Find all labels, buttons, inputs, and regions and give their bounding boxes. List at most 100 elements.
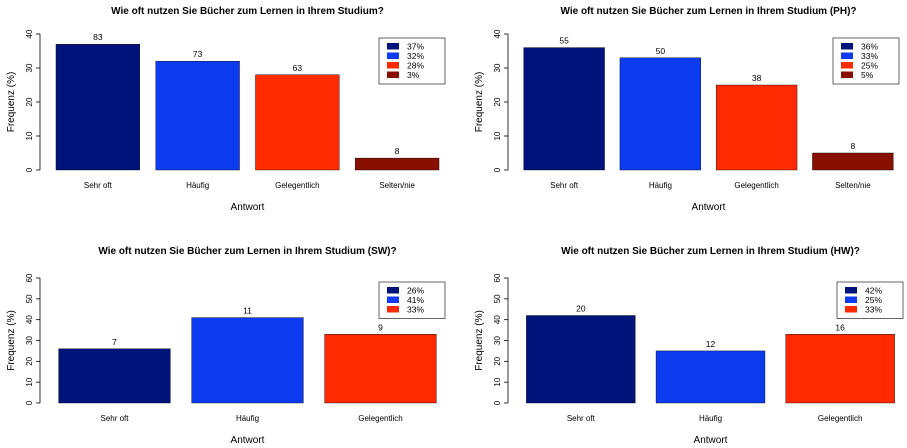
y-tick-label: 10 [493, 131, 502, 140]
x-axis-label: Antwort [231, 435, 265, 446]
legend-label: 33% [865, 305, 882, 315]
category-label: Häufig [699, 414, 722, 423]
legend-label: 5% [861, 70, 874, 80]
legend-swatch [387, 43, 399, 50]
legend: 26%41%33% [378, 281, 446, 319]
y-tick-label: 0 [25, 167, 34, 172]
legend-swatch [387, 296, 399, 303]
category-label: Sehr oft [100, 414, 129, 423]
bar-count-label: 12 [706, 339, 716, 349]
legend-label: 25% [861, 61, 878, 71]
bar-count-label: 8 [395, 146, 400, 156]
legend-label: 33% [861, 51, 878, 61]
y-tick-label: 30 [493, 336, 502, 345]
y-tick-label: 0 [493, 400, 502, 405]
legend-label: 32% [407, 51, 424, 61]
bar-chart-2: Wie oft nutzen Sie Bücher zum Lernen in … [474, 6, 900, 213]
y-tick-label: 20 [493, 97, 502, 106]
bar-count-label: 50 [656, 46, 666, 56]
y-tick-label: 40 [25, 315, 34, 324]
category-label: Selten/nie [379, 181, 415, 190]
y-tick-label: 40 [493, 315, 502, 324]
category-label: Sehr oft [567, 414, 596, 423]
category-label: Selten/nie [835, 181, 871, 190]
legend-label: 37% [407, 42, 424, 52]
bar-2 [155, 61, 240, 171]
bar-1 [526, 315, 636, 404]
bar-4 [812, 152, 894, 171]
legend-swatch [841, 62, 853, 69]
y-tick-label: 10 [25, 377, 34, 386]
y-tick-label: 60 [493, 273, 502, 282]
bar-3 [716, 84, 798, 171]
legend-swatch [387, 62, 399, 69]
y-tick-label: 20 [25, 97, 34, 106]
category-label: Gelegentlich [275, 181, 319, 190]
bar-count-label: 63 [293, 63, 303, 73]
legend-swatch [387, 71, 399, 78]
category-label: Sehr oft [84, 181, 113, 190]
y-tick-label: 40 [493, 29, 502, 38]
y-tick-label: 60 [25, 273, 34, 282]
legend-swatch [387, 287, 399, 294]
bar-count-label: 38 [752, 73, 762, 83]
legend-label: 25% [865, 295, 882, 305]
legend-label: 42% [865, 286, 882, 296]
bar-1 [523, 47, 605, 171]
chart-title: Wie oft nutzen Sie Bücher zum Lernen in … [561, 246, 860, 257]
y-tick-label: 0 [25, 400, 34, 405]
bar-1 [58, 348, 171, 404]
legend-label: 36% [861, 42, 878, 52]
bar-1 [55, 44, 140, 171]
y-tick-label: 40 [25, 29, 34, 38]
bar-count-label: 11 [243, 306, 252, 316]
legend: 42%25%33% [836, 281, 904, 319]
y-tick-label: 30 [493, 63, 502, 72]
bar-2 [619, 57, 701, 171]
y-tick-label: 30 [25, 336, 34, 345]
bar-2 [191, 317, 304, 404]
legend-label: 3% [407, 70, 420, 80]
x-axis-label: Antwort [231, 202, 265, 213]
category-label: Häufig [649, 181, 672, 190]
legend-swatch [841, 43, 853, 50]
bar-count-label: 9 [378, 322, 383, 332]
bar-count-label: 83 [93, 32, 103, 42]
bar-chart-1: Wie oft nutzen Sie Bücher zum Lernen in … [6, 6, 446, 213]
y-axis-label: Frequenz (%) [474, 310, 485, 371]
bar-count-label: 73 [193, 49, 203, 59]
bar-count-label: 55 [559, 36, 569, 46]
bar-chart-3: Wie oft nutzen Sie Bücher zum Lernen in … [6, 246, 446, 446]
x-axis-label: Antwort [692, 202, 726, 213]
bar-count-label: 7 [112, 337, 117, 347]
category-label: Gelegentlich [734, 181, 778, 190]
y-tick-label: 20 [25, 356, 34, 365]
legend: 36%33%25%5% [832, 37, 900, 85]
legend-swatch [387, 306, 399, 313]
legend-label: 41% [407, 295, 424, 305]
legend-swatch [845, 287, 857, 294]
bar-3 [785, 334, 895, 404]
y-tick-label: 50 [493, 294, 502, 303]
y-tick-label: 50 [25, 294, 34, 303]
bar-2 [655, 350, 766, 404]
chart-title: Wie oft nutzen Sie Bücher zum Lernen in … [560, 6, 856, 17]
category-label: Häufig [236, 414, 259, 423]
category-label: Gelegentlich [358, 414, 402, 423]
bar-count-label: 8 [851, 141, 856, 151]
y-tick-label: 10 [25, 131, 34, 140]
legend-swatch [845, 306, 857, 313]
legend-label: 28% [407, 61, 424, 71]
bar-3 [324, 334, 437, 404]
x-axis-label: Antwort [694, 435, 728, 446]
bar-3 [255, 74, 340, 171]
chart-title: Wie oft nutzen Sie Bücher zum Lernen in … [111, 6, 384, 17]
y-tick-label: 10 [493, 377, 502, 386]
y-axis-label: Frequenz (%) [6, 310, 17, 371]
legend-label: 26% [407, 286, 424, 296]
y-tick-label: 0 [493, 167, 502, 172]
legend-swatch [841, 52, 853, 59]
chart-title: Wie oft nutzen Sie Bücher zum Lernen in … [98, 246, 396, 257]
legend: 37%32%28%3% [378, 37, 446, 85]
